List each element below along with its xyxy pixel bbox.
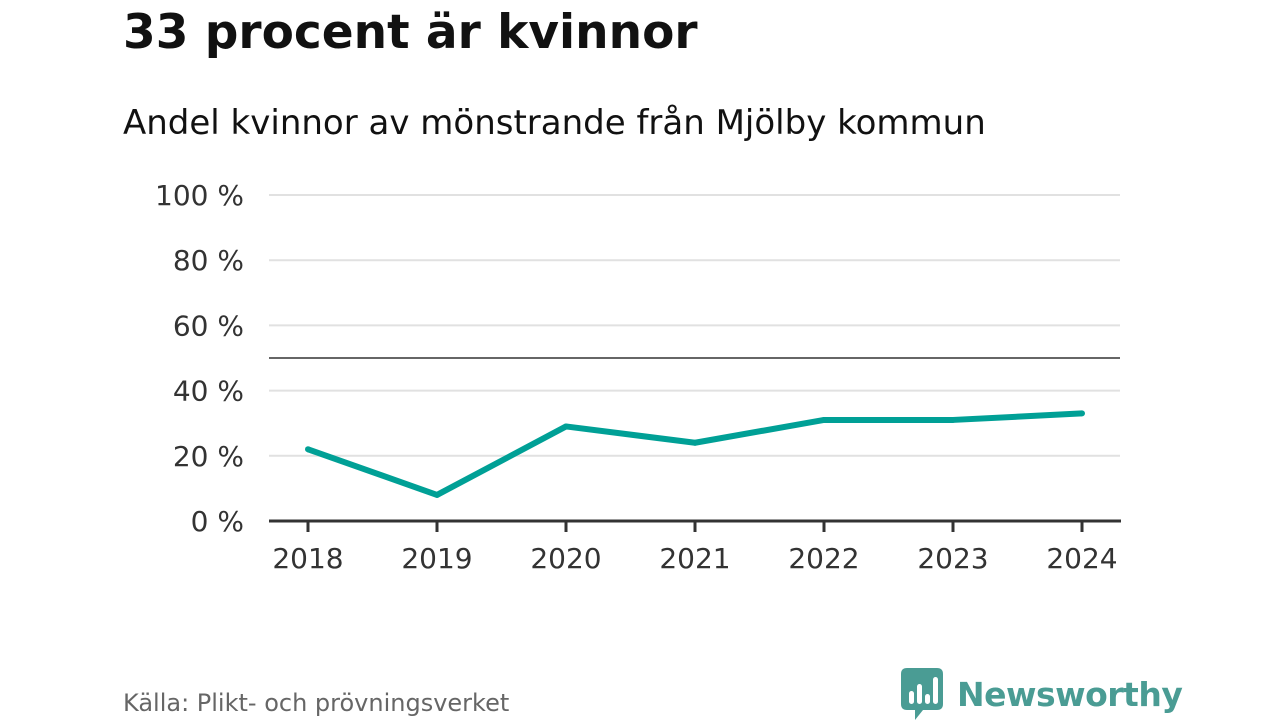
newsworthy-logo-icon xyxy=(901,668,943,720)
brand-name: Newsworthy xyxy=(957,674,1183,714)
data-point-2020 xyxy=(563,423,569,430)
data-point-2024 xyxy=(1079,410,1085,417)
series-line-0 xyxy=(306,410,1083,498)
x-tick-label: 2021 xyxy=(659,542,730,575)
x-tick-label: 2024 xyxy=(1046,542,1117,575)
data-point-2022 xyxy=(821,416,827,423)
x-tick-label: 2018 xyxy=(272,542,343,575)
y-tick-label: 40 % xyxy=(173,375,244,408)
chart-title: 33 procent är kvinnor xyxy=(123,5,698,60)
y-tick-label: 80 % xyxy=(173,244,244,277)
x-tick-label: 2022 xyxy=(788,542,859,575)
source-note: Källa: Plikt- och prövningsverket xyxy=(123,689,510,717)
chart-subtitle: Andel kvinnor av mönstrande från Mjölby … xyxy=(123,103,986,143)
data-point-2019 xyxy=(434,491,440,498)
y-tick-label: 20 % xyxy=(173,440,244,473)
y-tick-label: 100 % xyxy=(155,179,244,212)
data-point-2023 xyxy=(950,416,956,423)
data-point-2021 xyxy=(692,439,698,446)
x-tick-label: 2023 xyxy=(917,542,988,575)
brand-logo: Newsworthy xyxy=(901,668,1183,720)
y-tick-label: 0 % xyxy=(191,505,244,538)
x-tick-label: 2020 xyxy=(530,542,601,575)
y-tick-label: 60 % xyxy=(173,309,244,342)
data-point-2018 xyxy=(305,446,311,453)
x-tick-label: 2019 xyxy=(401,542,472,575)
